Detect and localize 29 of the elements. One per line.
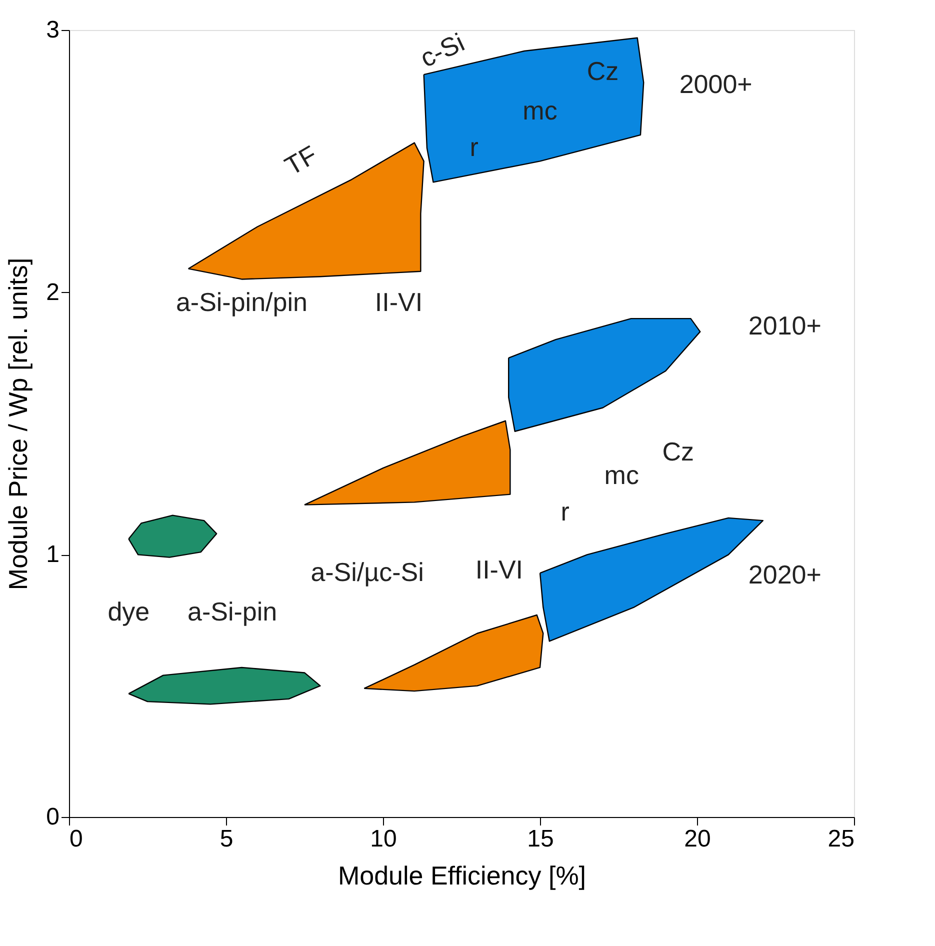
annotation: 2000+	[679, 69, 752, 100]
annotation: r	[560, 496, 570, 527]
x-tick-label: 0	[70, 826, 83, 852]
annotation: mc	[522, 95, 558, 126]
x-tick-label: 25	[828, 826, 854, 852]
y-axis-title: Module Price / Wp [rel. units]	[3, 258, 34, 590]
x-axis-title: Module Efficiency [%]	[338, 860, 586, 890]
x-tick-label: 15	[527, 826, 554, 852]
x-tick-label: 10	[370, 826, 397, 852]
annotation: dye	[108, 596, 150, 626]
annotation: II-VI	[475, 554, 524, 584]
y-tick-label: 3	[46, 16, 60, 44]
annotation: Cz	[586, 56, 619, 86]
x-tick-label: 5	[220, 826, 234, 852]
annotation: r	[470, 132, 479, 162]
x-tick-label: 20	[684, 826, 711, 852]
annotation: 2010+	[748, 310, 822, 340]
y-tick-label: 1	[46, 541, 60, 568]
annotation: Cz	[662, 436, 694, 466]
y-tick-label: 2	[46, 278, 60, 306]
annotation: a-Si-pin/pin	[176, 286, 308, 317]
annotation: TF	[280, 139, 322, 182]
annotation: 2020+	[748, 560, 822, 590]
annotation: II-VI	[374, 286, 423, 317]
annotation: c-Si	[416, 27, 469, 74]
y-tick-label: 0	[46, 804, 60, 830]
annotation: mc	[604, 460, 639, 490]
annotation: a-Si/µc-Si	[310, 557, 424, 588]
annotation: a-Si-pin	[187, 596, 278, 626]
